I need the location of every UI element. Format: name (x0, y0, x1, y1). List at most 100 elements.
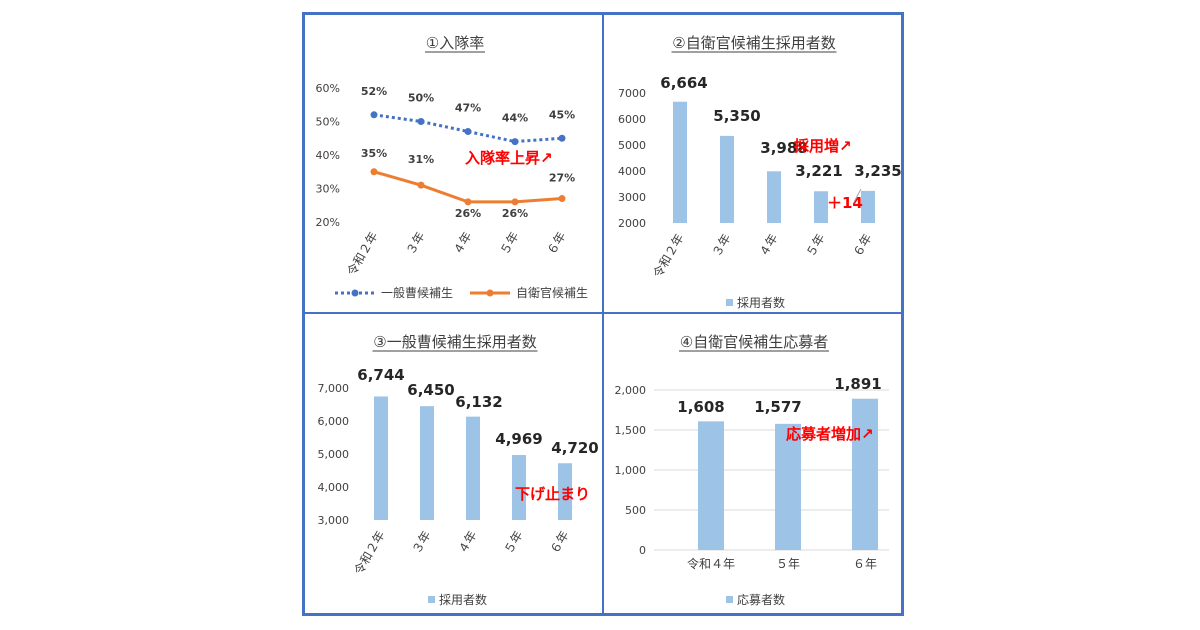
y-tick-label: 60% (316, 82, 340, 95)
y-tick-label: 50% (316, 116, 340, 129)
x-tick-label: 令和２年 (650, 231, 687, 280)
x-tick-label: ３年 (403, 230, 427, 258)
y-tick-label: 7,000 (318, 382, 350, 395)
data-label: 1,577 (754, 398, 801, 416)
data-label: 50% (408, 92, 434, 105)
x-tick-label: ５年 (501, 529, 525, 557)
x-tick-label: ４年 (756, 232, 780, 260)
data-label: 27% (549, 172, 575, 185)
panel-enlistment-rate: ①入隊率 20% 30% 40% 50% 60% 令和２年 ３年 ４年 ５年 ６年 52% 50% 47%… (304, 14, 603, 313)
panel-general-hires: ③一般曹候補生採用者数 3,000 4,000 5,000 6,000 7,000 6,74… (304, 313, 603, 614)
data-label: 3,988 (760, 139, 807, 157)
bar (861, 190, 875, 223)
y-tick-label: 5000 (618, 139, 646, 152)
legend-label: 一般曹候補生 (381, 285, 453, 300)
x-tick-label: ５年 (803, 232, 827, 260)
chart-title: ④自衛官候補生応募者 (680, 333, 828, 351)
y-tick-label: 6000 (618, 113, 646, 126)
leader-line (853, 188, 862, 203)
data-point (464, 128, 472, 136)
y-tick-label: 4000 (618, 165, 646, 178)
general-hires-chart: ③一般曹候補生採用者数 3,000 4,000 5,000 6,000 7,000 6,74… (318, 333, 599, 607)
x-tick-label: 令和４年 (687, 556, 735, 571)
data-point (558, 134, 566, 142)
y-tick-label: 0 (639, 544, 646, 557)
bar (420, 406, 434, 520)
legend-label: 応募者数 (737, 592, 785, 607)
bar (698, 421, 724, 550)
annotation: 採用増↗ (794, 137, 852, 155)
y-tick-label: 4,000 (318, 481, 350, 494)
bar (720, 135, 734, 223)
candidate-hires-chart: ②自衛官候補生採用者数 2000 3000 4000 5000 6000 7000 6,664… (618, 34, 901, 310)
data-label: 1,891 (834, 375, 881, 393)
candidate-applicants-chart: ④自衛官候補生応募者 0 500 1,000 1,500 2,000 1,608 令和４年 1,… (615, 333, 889, 607)
y-tick-label: 1,000 (615, 464, 647, 477)
bar (852, 398, 878, 550)
data-label: 3,235 (854, 162, 901, 180)
annotation: 下げ止まり (515, 485, 590, 503)
x-tick-label: ６年 (853, 557, 877, 571)
panel-candidate-applicants: ④自衛官候補生応募者 0 500 1,000 1,500 2,000 1,608 令和４年 1,… (603, 313, 902, 614)
y-tick-label: 6,000 (318, 415, 350, 428)
data-label: 45% (549, 108, 575, 121)
data-point (417, 118, 425, 125)
y-tick-label: 2,000 (615, 384, 647, 397)
y-tick-label: 20% (316, 216, 340, 229)
data-label: 4,720 (551, 439, 598, 457)
x-tick-label: ６年 (544, 230, 568, 258)
bar (673, 101, 687, 223)
data-label: 6,744 (357, 366, 404, 384)
data-label: 1,608 (677, 398, 724, 416)
y-tick-label: 500 (625, 504, 646, 517)
legend-marker (486, 289, 494, 297)
bar (466, 416, 480, 520)
x-tick-label: 令和２年 (351, 528, 388, 577)
x-tick-label: ４年 (455, 529, 479, 557)
annotation: 入隊率上昇↗ (465, 149, 553, 167)
x-tick-label: ３年 (709, 232, 733, 260)
series-line (373, 113, 563, 144)
bar (814, 191, 828, 223)
data-label: 52% (361, 85, 387, 98)
bar (374, 396, 388, 520)
legend-swatch (726, 596, 733, 603)
x-tick-label: ６年 (850, 232, 874, 260)
data-label: 4,969 (495, 430, 542, 448)
x-tick-label: ５年 (776, 557, 800, 571)
data-point (370, 111, 378, 119)
data-point (511, 198, 519, 206)
data-label: 6,450 (407, 381, 454, 399)
data-point (370, 168, 378, 176)
data-point (417, 181, 425, 189)
chart-title: ②自衛官候補生採用者数 (672, 34, 835, 52)
y-tick-label: 3000 (618, 191, 646, 204)
x-tick-label: 令和２年 (344, 229, 381, 278)
y-tick-label: 3,000 (318, 514, 350, 527)
bar (512, 455, 526, 520)
data-point (558, 195, 566, 203)
y-tick-label: 5,000 (318, 448, 350, 461)
series-line (373, 170, 563, 204)
data-label: 44% (502, 112, 528, 125)
legend-label: 採用者数 (439, 592, 487, 607)
data-label: 6,132 (455, 393, 502, 411)
data-label: 6,664 (660, 74, 707, 92)
data-label: 47% (455, 102, 481, 115)
panel-candidate-hires: ②自衛官候補生採用者数 2000 3000 4000 5000 6000 7000 6,664… (603, 14, 902, 313)
bar (558, 463, 572, 520)
legend-label: 自衛官候補生 (516, 285, 588, 300)
y-tick-label: 40% (316, 149, 340, 162)
x-tick-label: ５年 (497, 230, 521, 258)
data-point (511, 138, 519, 146)
data-label: 26% (455, 207, 481, 220)
data-label: 26% (502, 207, 528, 220)
data-label: 3,221 (795, 162, 842, 180)
data-label: 35% (361, 147, 387, 160)
legend-swatch (428, 596, 435, 603)
bar (775, 423, 801, 550)
chart-grid: ①入隊率 20% 30% 40% 50% 60% 令和２年 ３年 ４年 ５年 ６年 52% 50% 47%… (302, 12, 904, 616)
data-point (464, 198, 472, 206)
x-tick-label: ４年 (450, 230, 474, 258)
legend-marker (351, 289, 359, 297)
